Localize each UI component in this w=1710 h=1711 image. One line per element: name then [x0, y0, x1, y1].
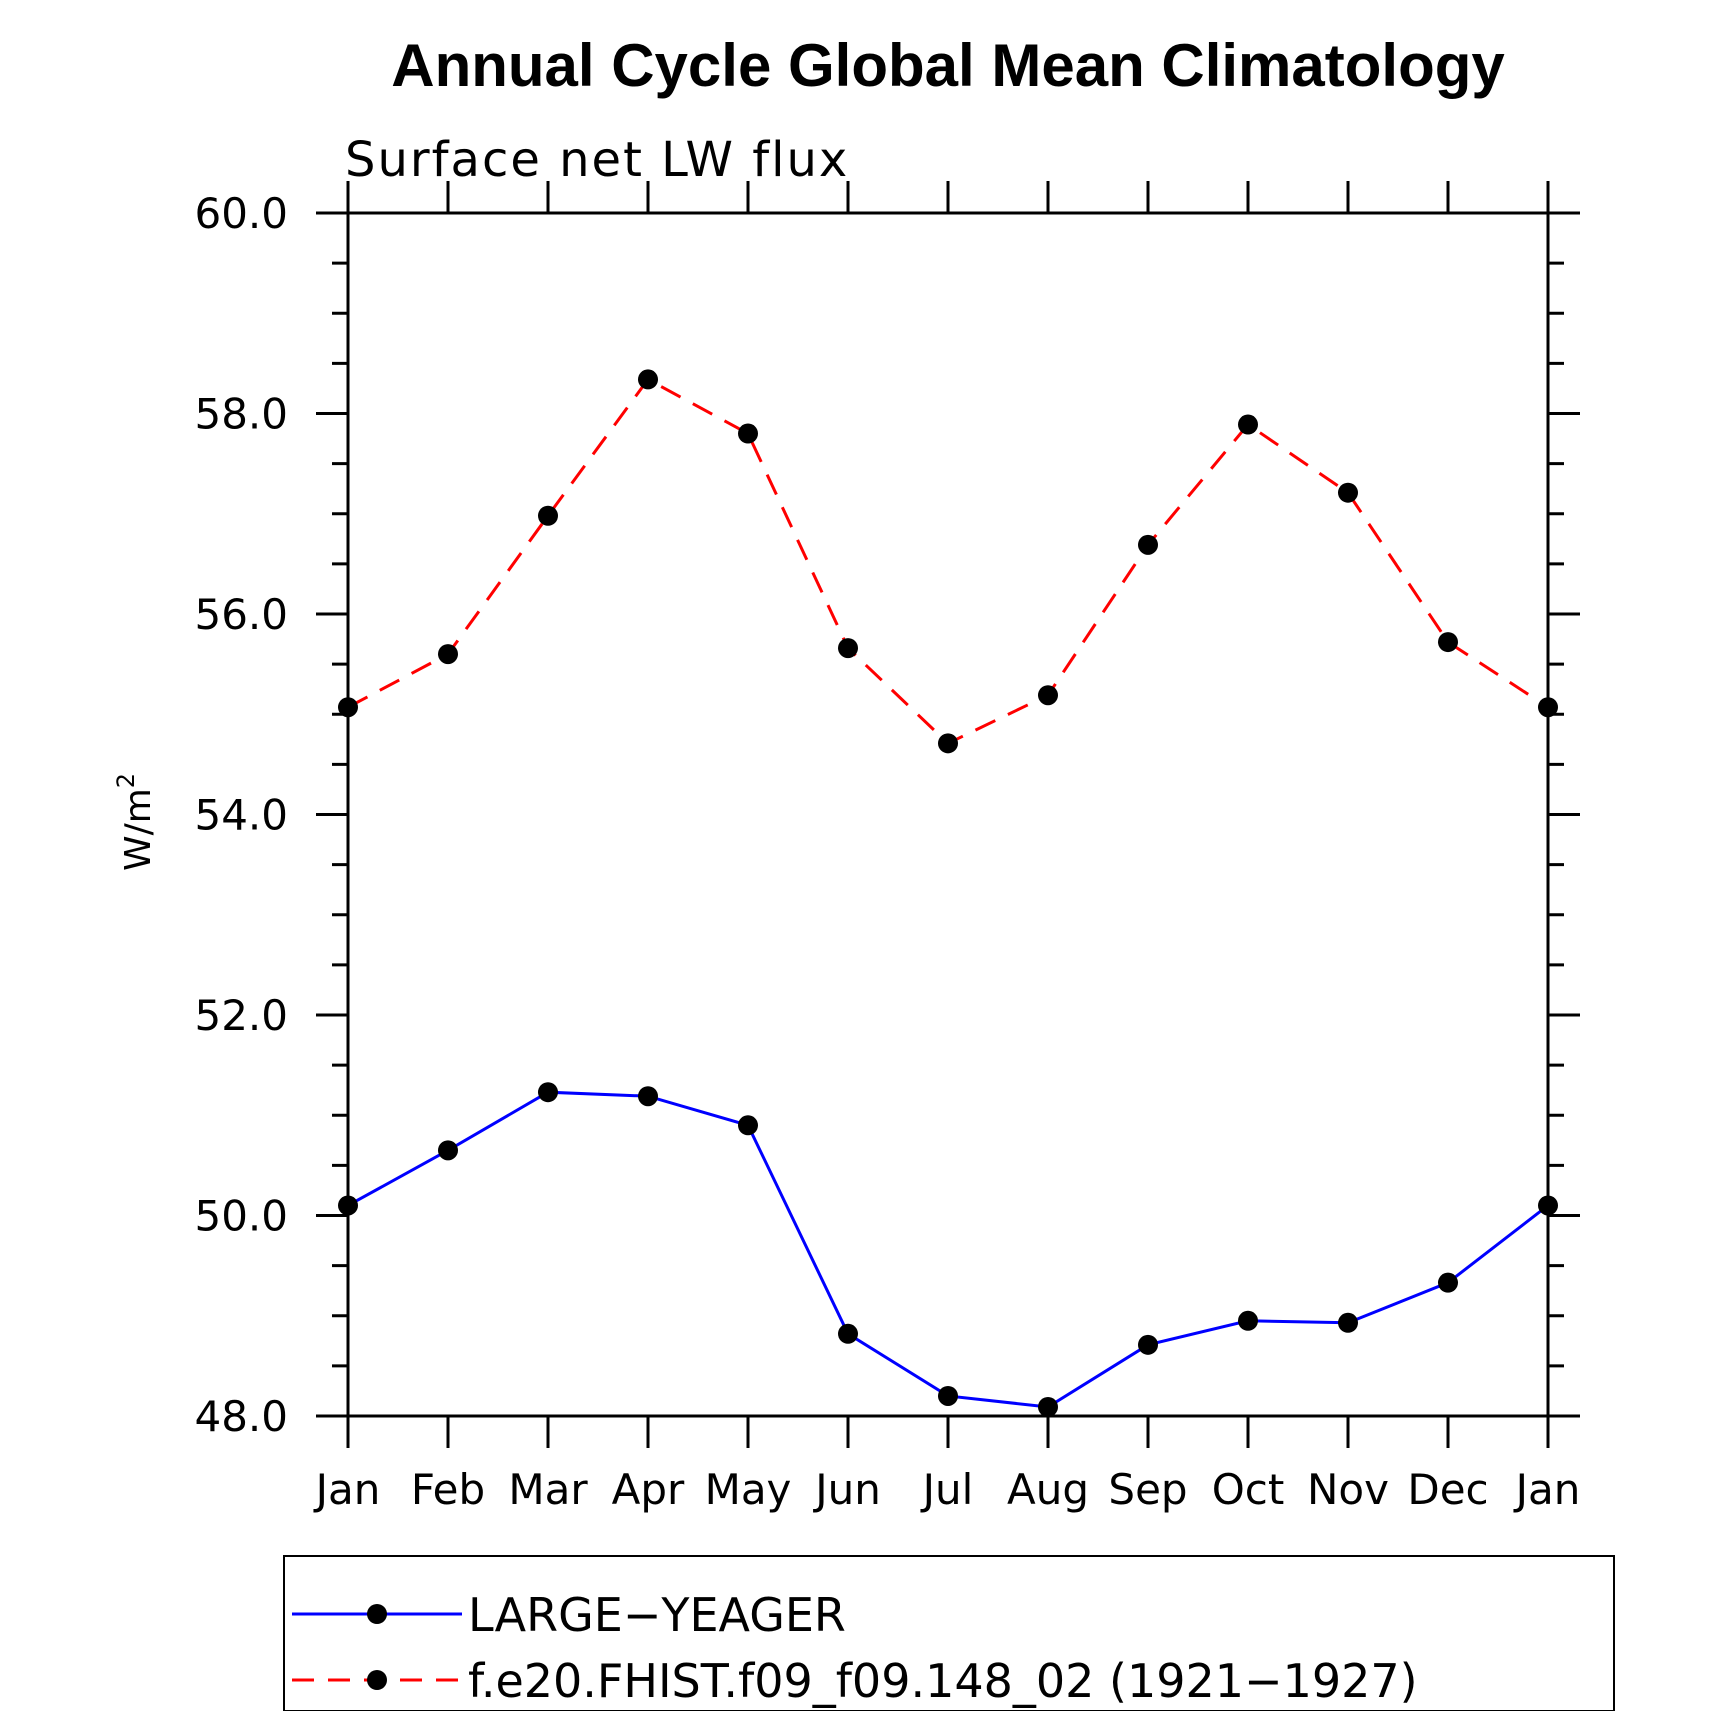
x-tick-label: Apr: [612, 1465, 685, 1514]
series-0-point: [438, 1140, 458, 1161]
y-tick-label: 52.0: [194, 991, 288, 1040]
y-tick-label: 58.0: [194, 390, 288, 439]
legend-marker-1: [367, 1670, 387, 1690]
x-tick-label: Sep: [1108, 1465, 1187, 1514]
x-tick-label: Dec: [1407, 1465, 1488, 1514]
series-1-point: [1538, 697, 1558, 718]
x-tick-label: Feb: [411, 1465, 485, 1514]
y-axis-label-superscript: 2: [112, 773, 140, 788]
series-0-point: [738, 1115, 758, 1136]
series-0-point: [1038, 1396, 1058, 1417]
series-0-point: [938, 1385, 958, 1406]
x-tick-label: Jan: [313, 1465, 381, 1514]
series-1-point: [838, 638, 858, 659]
series-0-point: [638, 1086, 658, 1107]
series-0-point: [1538, 1195, 1558, 1216]
x-tick-label: Jul: [920, 1465, 974, 1514]
y-axis-label: W/m2: [112, 773, 159, 871]
legend-label-1: f.e20.FHIST.f09_f09.148_02 (1921−1927): [468, 1654, 1418, 1708]
x-tick-label: Aug: [1007, 1465, 1089, 1514]
series-0-point: [338, 1195, 358, 1216]
series-1-point: [1438, 632, 1458, 653]
x-axis: Jan Feb Mar Apr May Jun Jul Aug Sep Oct Nov Dec Jan: [313, 181, 1581, 1514]
series-0-point: [1338, 1312, 1358, 1333]
y-axis: 48.0 50.0 52.0 54.0 56.0 58.0 60.0: [194, 189, 1580, 1441]
series-line-0: [347, 1090, 1549, 1409]
y-tick-label: 56.0: [194, 590, 288, 639]
legend-box: [283, 1555, 1615, 1711]
series-1-point: [1338, 482, 1358, 503]
y-tick-label: 60.0: [194, 189, 288, 238]
series-1-point: [938, 733, 958, 754]
y-axis-label-text: W/m: [118, 788, 159, 871]
series-0-point: [1238, 1310, 1258, 1331]
series-0-point: [1138, 1334, 1158, 1355]
axes: [346, 211, 1550, 1418]
x-tick-label: Jan: [1513, 1465, 1581, 1514]
x-tick-label: Mar: [508, 1465, 588, 1514]
x-tick-label: Oct: [1212, 1465, 1285, 1514]
x-tick-label: May: [705, 1465, 792, 1514]
y-tick-label: 54.0: [194, 791, 288, 840]
chart-subtitle: Surface net LW flux: [345, 132, 849, 188]
y-tick-label: 50.0: [194, 1192, 288, 1241]
legend-label-0: LARGE−YEAGER: [468, 1588, 846, 1642]
series-1-point: [1238, 414, 1258, 435]
legend: LARGE−YEAGER f.e20.FHIST.f09_f09.148_02 (…: [283, 1555, 1615, 1711]
series-1-point: [1138, 534, 1158, 555]
legend-marker-0: [367, 1604, 387, 1624]
series-line-1: [347, 377, 1549, 746]
series-1-point: [538, 505, 558, 526]
series-0-point: [1438, 1272, 1458, 1293]
series-0-point: [538, 1082, 558, 1103]
series-layer: [338, 369, 1558, 1417]
x-tick-label: Nov: [1307, 1465, 1389, 1514]
series-1-point: [438, 644, 458, 665]
y-tick-label: 48.0: [194, 1392, 288, 1441]
series-1-point: [1038, 685, 1058, 706]
series-1-point: [738, 423, 758, 444]
series-1-point: [338, 697, 358, 718]
series-1-point: [638, 369, 658, 390]
chart-title: Annual Cycle Global Mean Climatology: [391, 32, 1505, 99]
x-tick-label: Jun: [812, 1465, 881, 1514]
series-0-point: [838, 1323, 858, 1344]
